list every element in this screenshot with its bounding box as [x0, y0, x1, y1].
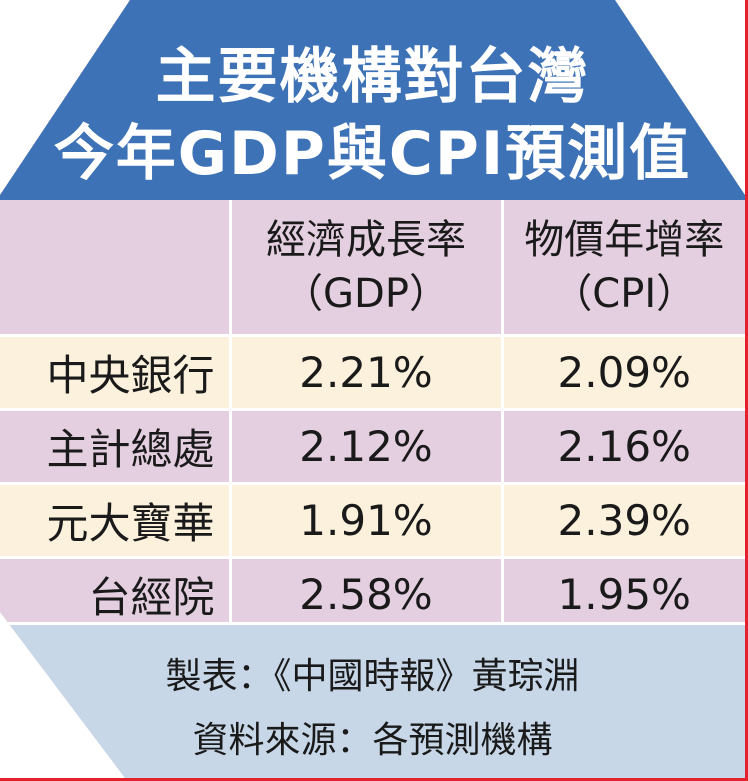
agency-name: 中央銀行 — [0, 334, 230, 410]
gdp-value: 2.21% — [228, 334, 502, 410]
title-banner: 主要機構對台灣 今年GDP與CPI預測值 — [0, 0, 745, 200]
title-line-2: 今年GDP與CPI預測值 — [53, 119, 692, 189]
agency-name: 主計總處 — [0, 408, 230, 484]
table-row: 主計總處 2.12% 2.16% — [0, 408, 745, 484]
header-gdp-label: 經濟成長率 — [266, 217, 466, 263]
header-agency — [0, 200, 230, 336]
table-row: 中央銀行 2.21% 2.09% — [0, 334, 745, 410]
cpi-value: 2.39% — [500, 482, 745, 558]
gdp-value: 2.12% — [228, 408, 502, 484]
header-gdp-abbr: （GDP） — [283, 271, 449, 317]
credit-line: 製表：《中國時報》黃琮淵 — [165, 656, 580, 697]
header-cpi-abbr: （CPI） — [552, 271, 697, 317]
cpi-value: 2.09% — [500, 334, 745, 410]
table-row: 元大寶華 1.91% 2.39% — [0, 482, 745, 558]
agency-name: 台經院 — [0, 556, 230, 630]
forecast-table: 經濟成長率 （GDP） 物價年增率 （CPI） 中央銀行 2.21% 2.09%… — [0, 200, 745, 630]
cpi-value: 1.95% — [500, 556, 745, 630]
cpi-value: 2.16% — [500, 408, 745, 484]
header-cpi-label: 物價年增率 — [524, 217, 725, 263]
table-row: 台經院 2.58% 1.95% — [0, 556, 745, 630]
title-line-1: 主要機構對台灣 — [155, 42, 590, 112]
header-cpi: 物價年增率 （CPI） — [500, 200, 745, 336]
gdp-value: 1.91% — [228, 482, 502, 558]
header-gdp: 經濟成長率 （GDP） — [228, 200, 502, 336]
source-line: 資料來源：各預測機構 — [192, 720, 553, 761]
table-header-row: 經濟成長率 （GDP） 物價年增率 （CPI） — [0, 200, 745, 336]
gdp-value: 2.58% — [228, 556, 502, 630]
footer-note: 製表：《中國時報》黃琮淵 資料來源：各預測機構 — [0, 622, 745, 778]
agency-name: 元大寶華 — [0, 482, 230, 558]
